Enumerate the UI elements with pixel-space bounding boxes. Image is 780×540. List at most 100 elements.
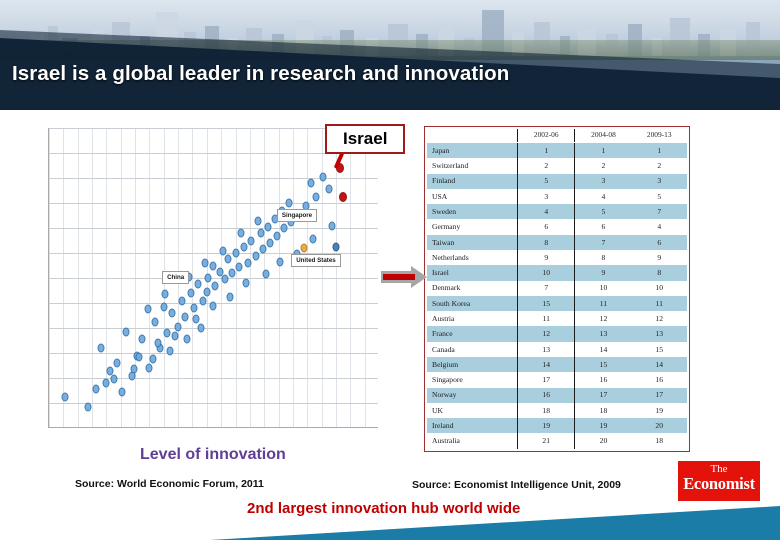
gridline-vertical xyxy=(135,128,137,427)
cell-rank-2002-06: 18 xyxy=(517,402,576,419)
cell-rank-2002-06: 11 xyxy=(517,311,576,327)
scatter-point xyxy=(138,334,146,344)
gridline-horizontal xyxy=(49,403,378,404)
scatter-point xyxy=(276,257,284,267)
cell-rank-2002-06: 3 xyxy=(517,188,576,205)
scatter-point xyxy=(244,258,252,268)
scatter-plot-area: 1.41.61.822.22.42.62.833.23.43.63.844.24… xyxy=(49,128,378,427)
scatter-point xyxy=(328,221,336,230)
scatter-point xyxy=(61,392,69,402)
table-row: Singapore 17 16 16 xyxy=(427,372,687,388)
table-row: France 12 13 13 xyxy=(427,326,687,342)
cell-rank-2009-13: 15 xyxy=(655,344,664,354)
table-row: Switzerland 2 2 2 xyxy=(427,158,687,174)
cell-rank-2009-13: 19 xyxy=(655,405,664,415)
cell-rank-2009-13: 9 xyxy=(657,252,662,262)
scatter-point-highlight-united-states xyxy=(332,242,340,252)
cell-rank-2002-06: 6 xyxy=(517,219,576,235)
table-row: Israel 10 9 8 xyxy=(427,265,687,281)
scatter-point xyxy=(171,331,179,340)
scatter-point xyxy=(252,251,260,260)
scatter-point xyxy=(181,312,189,322)
scatter-point-highlight-singapore xyxy=(300,243,308,253)
cell-country: Netherlands xyxy=(427,250,518,266)
table-body: Japan 1 1 1 Switzerland 2 2 2 Finland 5 3 3 USA 3 4 5 Sw… xyxy=(427,142,687,449)
cell-country: Singapore xyxy=(427,372,518,388)
table-row: Denmark 7 10 10 xyxy=(427,280,687,296)
cell-country: Belgium xyxy=(427,357,518,373)
scatter-point xyxy=(135,352,143,362)
gridline-horizontal xyxy=(49,278,378,279)
cell-rank-2004-08: 16 xyxy=(599,375,608,385)
col-header-country xyxy=(427,129,518,143)
cell-rank-2009-13: 13 xyxy=(631,326,687,342)
cell-rank-2004-08: 17 xyxy=(574,387,632,403)
cell-rank-2009-13: 8 xyxy=(631,265,687,281)
cell-country: South Korea xyxy=(427,295,518,312)
scatter-point xyxy=(325,184,333,194)
scatter-point xyxy=(312,192,320,202)
cell-rank-2009-13: 2 xyxy=(657,161,662,171)
table-row: USA 3 4 5 xyxy=(427,188,687,205)
gridline-vertical xyxy=(106,128,108,427)
col-header-2009-13: 2009-13 xyxy=(631,129,687,143)
cell-rank-2002-06: 16 xyxy=(517,387,576,403)
table-row: Taiwan 8 7 6 xyxy=(427,234,687,251)
table-row: Ireland 19 19 20 xyxy=(427,418,687,434)
scatter-point xyxy=(106,366,114,375)
cell-rank-2009-13: 1 xyxy=(631,142,687,159)
cell-rank-2004-08: 18 xyxy=(599,405,608,415)
chart-x-axis-title: Level of innovation xyxy=(140,446,286,463)
economist-logo-line1: The xyxy=(710,463,728,475)
cell-country: Canada xyxy=(427,341,518,358)
scatter-point xyxy=(280,223,288,233)
cell-rank-2009-13: 20 xyxy=(631,418,687,434)
cell-rank-2009-13: 5 xyxy=(657,191,662,201)
gridline-vertical xyxy=(235,128,237,427)
scatter-point xyxy=(113,358,121,368)
gridline-vertical xyxy=(92,128,94,427)
cell-country: USA xyxy=(427,188,518,205)
table-row: Norway 16 17 17 xyxy=(427,387,687,403)
scatter-point xyxy=(168,308,176,318)
scatter-point xyxy=(262,269,270,279)
gridline-vertical xyxy=(49,128,50,427)
scatter-point xyxy=(194,279,202,289)
gridline-horizontal xyxy=(49,203,378,204)
israel-callout-label: Israel xyxy=(325,124,406,154)
cell-country: Taiwan xyxy=(427,234,518,251)
cell-rank-2004-08: 2 xyxy=(601,161,606,171)
cell-rank-2009-13: 10 xyxy=(655,283,664,293)
cell-rank-2002-06: 12 xyxy=(517,326,576,342)
scatter-point xyxy=(257,228,265,238)
cell-rank-2009-13: 14 xyxy=(631,357,687,373)
scatter-point xyxy=(122,327,130,337)
gridline-horizontal xyxy=(49,128,378,129)
scatter-point xyxy=(161,289,169,299)
scatter-point xyxy=(247,236,255,245)
table-header-row: 2002-06 2004-08 2009-13 xyxy=(427,129,687,143)
scatter-point xyxy=(242,278,250,288)
cell-rank-2009-13: 11 xyxy=(631,295,687,312)
cell-rank-2002-06: 19 xyxy=(517,418,576,434)
scatter-point xyxy=(273,231,281,240)
gridline-vertical xyxy=(278,128,280,427)
table-row: Japan 1 1 1 xyxy=(427,142,687,159)
col-header-2004-08: 2004-08 xyxy=(574,129,632,143)
scatter-point xyxy=(145,363,153,373)
scatter-point xyxy=(309,234,317,244)
table-row: Canada 13 14 15 xyxy=(427,341,687,358)
scatter-point xyxy=(118,387,126,397)
scatter-point xyxy=(199,296,207,305)
scatter-point xyxy=(160,302,168,312)
gridline-vertical xyxy=(307,128,309,427)
cell-rank-2004-08: 12 xyxy=(599,314,608,324)
cell-rank-2009-13: 4 xyxy=(657,222,662,232)
cell-rank-2002-06: 14 xyxy=(517,357,576,373)
cell-rank-2004-08: 1 xyxy=(574,142,632,159)
scatter-point xyxy=(84,402,92,412)
cell-rank-2004-08: 13 xyxy=(574,326,632,342)
cell-rank-2009-13: 3 xyxy=(631,173,687,189)
gridline-horizontal xyxy=(49,253,378,254)
table-row: Netherlands 9 8 9 xyxy=(427,250,687,266)
